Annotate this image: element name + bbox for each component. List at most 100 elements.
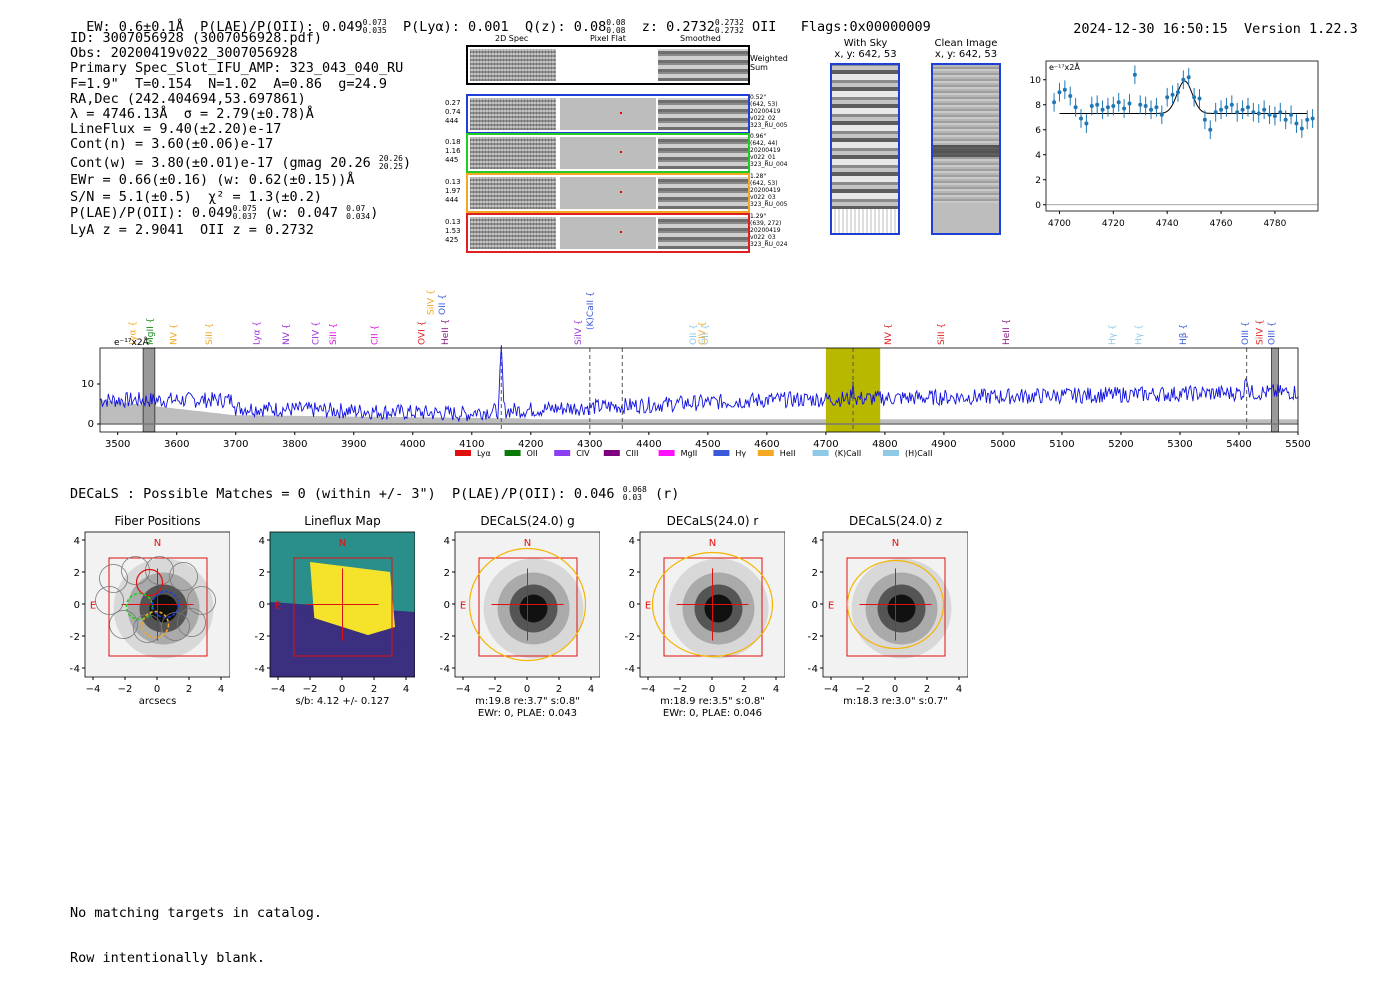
with-sky-blank	[832, 209, 898, 233]
decals-caption: m:18.3 re:3.0" s:0.7"	[843, 696, 948, 707]
compass-east: E	[645, 601, 651, 612]
header-plya: P(Lyα): 0.001	[403, 19, 509, 35]
spectrum-xtick-label: 4100	[459, 439, 484, 450]
cutout-row-box	[466, 173, 750, 213]
header-z-range: 0.2732 0.2732	[714, 18, 744, 35]
pixel-flat-marker	[620, 191, 622, 193]
header-z: z: 0.2732	[641, 19, 715, 35]
zoom-data-point	[1192, 95, 1197, 100]
decals-xtick-label: −2	[303, 684, 318, 695]
clean-image-header: Clean Image x, y: 642, 53	[926, 38, 1006, 60]
legend-swatch	[603, 450, 620, 456]
zoom-data-point	[1105, 105, 1110, 110]
emission-line-label: CIV {	[698, 321, 708, 345]
cutout-pixel-flat	[560, 217, 656, 249]
zoom-data-point	[1100, 107, 1105, 112]
compass-north: N	[154, 538, 161, 549]
emission-line-name: (K)CaII {	[586, 291, 596, 330]
decals-ytick-label: 2	[812, 568, 818, 579]
cutout-meta-line: v022_01	[750, 154, 776, 161]
info-fit: F=1.9" T=0.154 N=1.02 A=0.86 g=24.9	[70, 75, 387, 92]
cutout-2d-spec	[470, 137, 556, 169]
spectrum-xtick-label: 5000	[990, 439, 1015, 450]
emission-line-name: SiIV {	[574, 319, 584, 345]
emission-line-label: Hγ {	[1135, 324, 1145, 345]
compass-north: N	[709, 538, 716, 549]
zoom-data-point	[1062, 87, 1067, 92]
clean-image-coords: x, y: 642, 53	[934, 49, 998, 60]
col-label-smoothed: Smoothed	[680, 34, 721, 43]
emission-line-name: Hβ {	[1179, 324, 1189, 345]
zoom-ytick-label: 8	[1035, 101, 1041, 111]
decals-xtick-label: 0	[524, 684, 530, 695]
zoom-data-point	[1165, 95, 1170, 100]
fiber-circle-blue	[151, 590, 180, 619]
zoom-data-point	[1256, 111, 1261, 116]
decals-ytick-label: 4	[812, 536, 818, 547]
cutout-row-stats: 0.13 1.97 444	[445, 178, 465, 205]
galaxy-ellipse	[468, 547, 587, 662]
cutout-pixel-flat	[560, 177, 656, 209]
info-sn: S/N = 5.1(±0.5) χ² = 1.3(±0.2)	[70, 189, 322, 206]
header-datetime: 2024-12-30 16:50:15	[1073, 21, 1228, 37]
zoom-data-point	[1073, 105, 1078, 110]
emission-line-label: CIV {	[311, 321, 321, 345]
clean-image-trace	[933, 145, 999, 157]
weighted-2d-spec	[470, 49, 556, 81]
emission-line-label: NV {	[282, 324, 292, 345]
clean-image-title: Clean Image	[934, 38, 998, 49]
emission-line-name: HeII {	[441, 319, 451, 345]
cutout-row-meta: 1.28" (642, 53) 20200419 v022_03 323_RU_005	[750, 173, 798, 208]
emission-line-label: CII {	[370, 325, 380, 345]
zoom-plot-frame	[1045, 60, 1319, 212]
cutout-row-meta: 0.96" (642, 44) 20200419 v022_01 323_RU_004	[750, 133, 798, 168]
spectrum-frame	[99, 347, 1299, 433]
cutout-meta-line: v022_03	[750, 234, 776, 241]
pixel-flat-marker	[620, 112, 622, 114]
cutout-row-box	[466, 133, 750, 173]
emission-line-name: Hγ {	[1135, 324, 1145, 345]
decals-xtick-label: 0	[709, 684, 715, 695]
emission-line-name: SiII {	[205, 323, 215, 345]
fiber-circle	[95, 586, 124, 615]
decals-xtick-label: −4	[456, 684, 471, 695]
galaxy-profile	[149, 594, 178, 623]
decals-ytick-label: −4	[625, 664, 635, 675]
decals-xtick-label: −4	[271, 684, 286, 695]
galaxy-profile	[887, 594, 916, 623]
emission-line-label: SiII {	[937, 323, 947, 345]
zoom-data-point	[1170, 92, 1175, 97]
decals-xtick-label: 2	[556, 684, 562, 695]
decals-panel-plot: Fiber Positions N E 4 2 0 −2 −4 −4 −2 0 2 4 arcsecs	[65, 514, 231, 707]
emission-line-name: NV {	[282, 324, 292, 345]
legend-swatch	[504, 450, 521, 456]
zoom-data-point	[1262, 107, 1267, 112]
compass-north: N	[524, 538, 531, 549]
fiber-circle-red	[135, 568, 164, 597]
catalog-note-line2: Row intentionally blank.	[70, 950, 266, 966]
emission-line-label: SiII {	[329, 323, 339, 345]
zoom-data-point	[1245, 105, 1250, 110]
cutout-2d-spec	[470, 217, 556, 249]
zoom-data-point	[1267, 112, 1272, 117]
decals-xtick-label: 4	[773, 684, 779, 695]
zoom-data-point	[1116, 100, 1121, 105]
decals-xtick-label: −2	[118, 684, 133, 695]
header-qz: Q(z): 0.08	[524, 19, 607, 35]
zoom-data-point	[1057, 90, 1062, 95]
zoom-data-point	[1299, 126, 1304, 131]
emission-line-name: SiII {	[329, 323, 339, 345]
clean-image	[931, 63, 1001, 235]
zoom-data-point	[1068, 94, 1073, 98]
cutout-meta-line: 323_RU_005	[750, 201, 788, 208]
aperture-box	[478, 557, 578, 657]
galaxy-ellipse	[846, 559, 945, 650]
zoom-data-point	[1213, 110, 1218, 115]
emission-line-label: OII {	[701, 324, 711, 345]
zoom-xtick-label: 4760	[1210, 219, 1233, 229]
emission-line-label: Lyα {	[252, 321, 262, 345]
with-sky-coords: x, y: 642, 53	[834, 49, 897, 60]
decals-xtick-label: 4	[588, 684, 594, 695]
fiber-circle	[161, 612, 190, 641]
fiber-circle	[109, 610, 138, 639]
